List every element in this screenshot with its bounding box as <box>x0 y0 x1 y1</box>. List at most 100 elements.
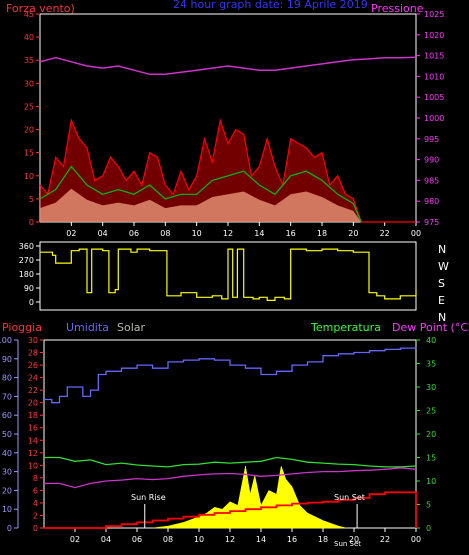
pressure-tick-label: 995 <box>424 135 439 144</box>
environment-panel: 0102030405060708090100024681012141618202… <box>0 336 436 544</box>
sunset-label: Sun Set <box>334 493 365 502</box>
humidity-tick-label: 2 <box>33 511 38 520</box>
wind-tick-label: 35 <box>24 56 34 65</box>
wind-x-tick-label: 14 <box>254 229 264 238</box>
pressure-tick-label: 1005 <box>424 93 444 102</box>
rain-tick-label: 30 <box>2 468 12 477</box>
wind-x-tick-label: 20 <box>348 229 358 238</box>
humidity-tick-label: 26 <box>28 361 38 370</box>
wind-tick-label: 45 <box>24 10 34 19</box>
wind-pressure-panel: 0510152025303540459759809859909951000100… <box>24 10 445 238</box>
page-title: 24 hour graph date: 19 Aprile 2019 <box>173 0 368 11</box>
environment-x-tick-label: 18 <box>318 535 328 544</box>
compass-label: E <box>438 294 445 307</box>
rain-tick-label: 60 <box>2 411 12 420</box>
wind-tick-label: 15 <box>24 149 34 158</box>
wind-x-tick-label: 04 <box>98 229 108 238</box>
wind-direction-line <box>40 248 417 301</box>
wind-tick-label: 25 <box>24 102 34 111</box>
solar-axis-title: Solar <box>117 321 146 334</box>
temperature-tick-label: 20 <box>426 430 436 439</box>
pressure-tick-label: 975 <box>424 218 439 227</box>
humidity-tick-label: 16 <box>28 424 38 433</box>
solar-area <box>152 465 347 529</box>
temperature-axis-title: Temperatura <box>310 321 381 334</box>
wind-speed-line <box>39 117 416 223</box>
pressure-tick-label: 1010 <box>424 72 444 81</box>
pressure-line <box>39 56 417 76</box>
wind-x-tick-label: 08 <box>160 229 170 238</box>
rain-tick-label: 50 <box>2 430 12 439</box>
compass-label: W <box>438 260 449 273</box>
pressure-tick-label: 1000 <box>424 114 444 123</box>
humidity-tick-label: 30 <box>28 336 38 345</box>
direction-tick-label: 90 <box>24 284 34 293</box>
wind-tick-label: 0 <box>29 218 34 227</box>
wind-x-tick-label: 22 <box>380 229 390 238</box>
rain-tick-label: 10 <box>2 505 12 514</box>
compass-label: N <box>438 311 446 324</box>
wind-tick-label: 40 <box>24 33 34 42</box>
compass-label: N <box>438 243 446 256</box>
wind-x-tick-label: 12 <box>223 229 233 238</box>
environment-x-tick-label: 06 <box>132 535 142 544</box>
wind-x-tick-label: 02 <box>66 229 76 238</box>
rain-tick-label: 0 <box>7 524 12 533</box>
pressure-tick-label: 1015 <box>424 52 444 61</box>
temperature-line <box>44 456 417 468</box>
dew-point-line <box>44 467 417 489</box>
humidity-tick-label: 22 <box>28 386 38 395</box>
wind-tick-label: 20 <box>24 126 34 135</box>
rain-tick-label: 80 <box>2 374 12 383</box>
humidity-tick-label: 10 <box>28 461 38 470</box>
temperature-tick-label: 0 <box>426 524 431 533</box>
environment-x-tick-label: 02 <box>70 535 80 544</box>
wind-axis-title: Forza vento) <box>6 2 75 15</box>
wind-x-tick-label: 00 <box>411 229 421 238</box>
humidity-tick-label: 24 <box>28 374 38 383</box>
environment-x-tick-label: 20 <box>349 535 359 544</box>
sunrise-label: Sun Rise <box>131 493 166 502</box>
environment-x-tick-label: 04 <box>101 535 111 544</box>
direction-tick-label: 0 <box>29 298 34 307</box>
environment-x-tick-label: 10 <box>194 535 204 544</box>
humidity-tick-label: 0 <box>33 524 38 533</box>
humidity-tick-label: 4 <box>33 499 38 508</box>
pressure-tick-label: 985 <box>424 176 439 185</box>
temperature-tick-label: 30 <box>426 383 436 392</box>
pressure-tick-label: 990 <box>424 156 439 165</box>
direction-tick-label: 180 <box>19 270 34 279</box>
temperature-tick-label: 5 <box>426 501 431 510</box>
wind-tick-label: 30 <box>24 79 34 88</box>
sunset-label-axis: Sun Set <box>334 540 361 548</box>
humidity-axis-title: Umidita <box>66 321 109 334</box>
environment-x-tick-label: 08 <box>163 535 173 544</box>
temperature-tick-label: 40 <box>426 336 436 345</box>
environment-x-tick-label: 14 <box>256 535 266 544</box>
direction-tick-label: 360 <box>19 242 34 251</box>
rain-tick-label: 40 <box>2 449 12 458</box>
humidity-tick-label: 8 <box>33 474 38 483</box>
environment-x-tick-label: 00 <box>411 535 421 544</box>
temperature-tick-label: 15 <box>426 454 436 463</box>
wind-speed-area <box>40 120 416 222</box>
rain-axis-title: Pioggia <box>2 321 42 334</box>
pressure-axis-title: Pressione <box>371 2 424 15</box>
wind-x-tick-label: 16 <box>286 229 296 238</box>
pressure-tick-label: 1025 <box>424 10 444 19</box>
wind-average-line <box>39 165 362 223</box>
environment-x-tick-label: 16 <box>287 535 297 544</box>
humidity-tick-label: 20 <box>28 399 38 408</box>
pressure-tick-label: 980 <box>424 197 439 206</box>
rain-tick-label: 90 <box>2 355 12 364</box>
rain-line <box>44 491 417 529</box>
humidity-tick-label: 18 <box>28 411 38 420</box>
environment-x-tick-label: 22 <box>380 535 390 544</box>
rain-tick-label: 70 <box>2 392 12 401</box>
humidity-tick-label: 28 <box>28 349 38 358</box>
rain-tick-label: 20 <box>2 486 12 495</box>
wind-x-tick-label: 06 <box>129 229 139 238</box>
pressure-tick-label: 1020 <box>424 31 444 40</box>
humidity-line <box>44 347 417 404</box>
dew-point-axis-title: Dew Point (°C) <box>392 321 469 334</box>
